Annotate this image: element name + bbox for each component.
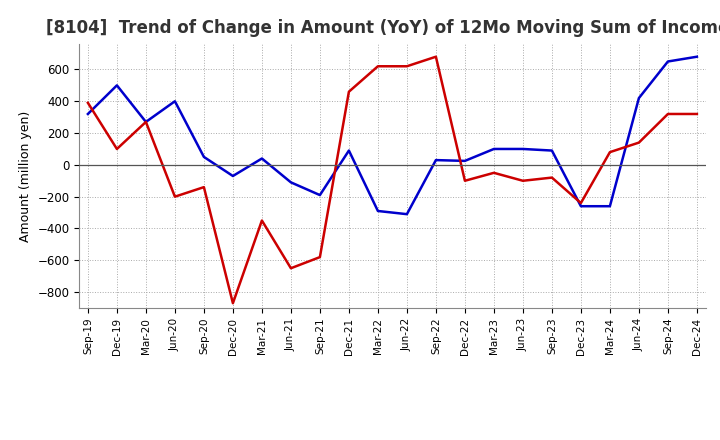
Ordinary Income: [606, 204, 614, 209]
Net Income: [606, 150, 614, 155]
Line: Ordinary Income: Ordinary Income: [88, 57, 697, 214]
Line: Net Income: Net Income: [88, 57, 697, 303]
Y-axis label: Amount (million yen): Amount (million yen): [19, 110, 32, 242]
Net Income: [431, 54, 440, 59]
Ordinary Income: [518, 147, 527, 152]
Net Income: [171, 194, 179, 199]
Ordinary Income: [315, 192, 324, 198]
Ordinary Income: [228, 173, 237, 179]
Ordinary Income: [490, 147, 498, 152]
Net Income: [84, 100, 92, 106]
Net Income: [228, 301, 237, 306]
Net Income: [634, 140, 643, 145]
Net Income: [112, 147, 121, 152]
Net Income: [461, 178, 469, 183]
Net Income: [490, 170, 498, 176]
Ordinary Income: [142, 119, 150, 125]
Ordinary Income: [548, 148, 557, 153]
Title: [8104]  Trend of Change in Amount (YoY) of 12Mo Moving Sum of Incomes: [8104] Trend of Change in Amount (YoY) o…: [46, 19, 720, 37]
Net Income: [258, 218, 266, 223]
Net Income: [693, 111, 701, 117]
Net Income: [402, 64, 411, 69]
Net Income: [345, 89, 354, 94]
Ordinary Income: [577, 204, 585, 209]
Ordinary Income: [112, 83, 121, 88]
Net Income: [374, 64, 382, 69]
Net Income: [664, 111, 672, 117]
Net Income: [315, 254, 324, 260]
Net Income: [287, 266, 295, 271]
Ordinary Income: [199, 154, 208, 160]
Ordinary Income: [664, 59, 672, 64]
Net Income: [548, 175, 557, 180]
Ordinary Income: [171, 99, 179, 104]
Net Income: [199, 184, 208, 190]
Ordinary Income: [634, 95, 643, 101]
Net Income: [142, 119, 150, 125]
Ordinary Income: [84, 111, 92, 117]
Net Income: [577, 200, 585, 205]
Ordinary Income: [374, 209, 382, 214]
Ordinary Income: [693, 54, 701, 59]
Ordinary Income: [431, 158, 440, 163]
Ordinary Income: [287, 180, 295, 185]
Ordinary Income: [258, 156, 266, 161]
Ordinary Income: [461, 158, 469, 164]
Net Income: [518, 178, 527, 183]
Ordinary Income: [402, 212, 411, 217]
Ordinary Income: [345, 148, 354, 153]
